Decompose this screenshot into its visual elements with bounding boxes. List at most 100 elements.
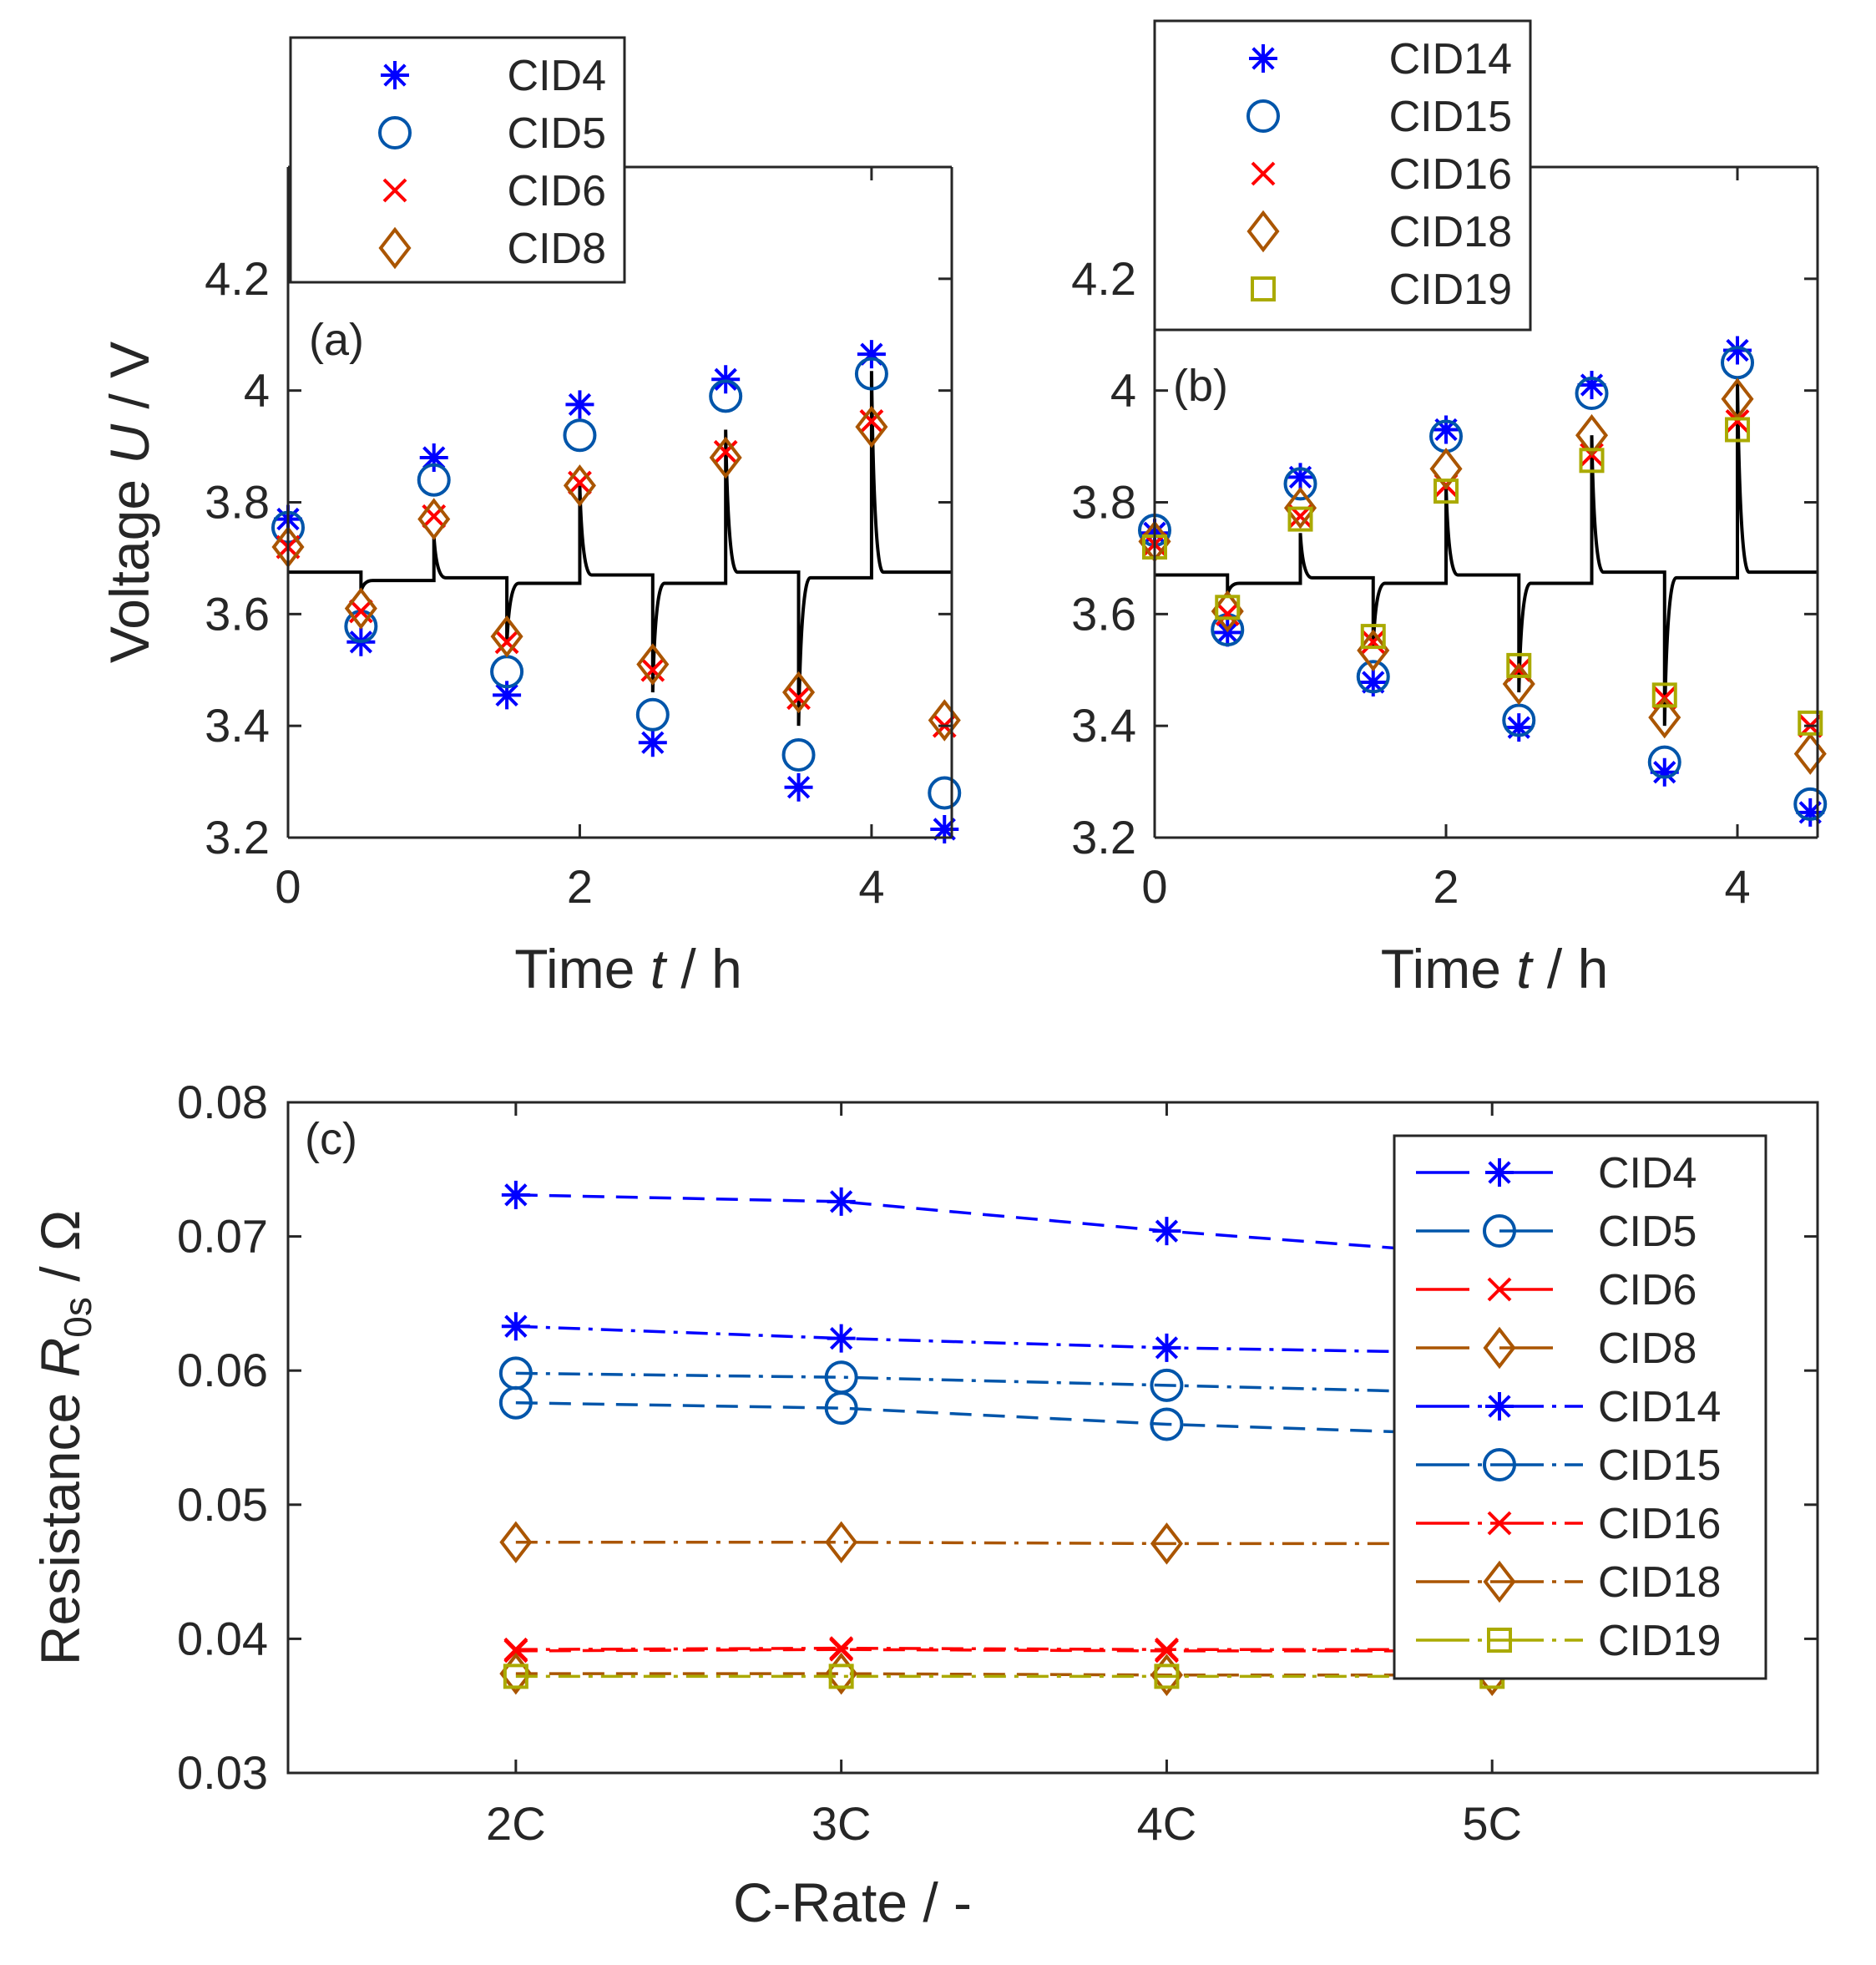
panel-b-legend-label-CID19: CID19 (1389, 266, 1512, 314)
panel-a-ytick-label-2: 3.6 (205, 587, 270, 640)
panel-b-marker-CID14-5 (1504, 713, 1534, 742)
panel-b-marker-CID15-7 (1647, 745, 1681, 779)
panel-c-legend-label-CID15: CID15 (1598, 1441, 1721, 1490)
panel-c-xtick-label-0: 2C (486, 1797, 546, 1850)
panel-b-marker-CID18-6 (1575, 413, 1609, 457)
panel-c-marker-CID4-0 (501, 1180, 530, 1209)
panel-a-marker-CID5-8 (854, 357, 888, 391)
panel-c-ytick-label-2: 0.05 (177, 1478, 268, 1531)
panel-b-ytick-label-2: 3.6 (1071, 587, 1136, 640)
panel-c-legend-label-CID18: CID18 (1598, 1558, 1721, 1607)
panel-a-marker-CID4-6 (711, 365, 741, 394)
panel-a-xtick-label-1: 2 (567, 860, 593, 913)
panel-a-legend-label-CID8: CID8 (508, 225, 606, 273)
panel-a-legend-marker-CID5 (378, 116, 412, 149)
panel-b-marker-CID18-2 (1283, 486, 1317, 529)
panel-a-marker-CID6-5 (640, 657, 665, 682)
panel-b-marker-CID14-1 (1213, 618, 1242, 647)
panel-a-ytick-label-1: 3.4 (205, 699, 270, 752)
panel-b-voltage-trace (1155, 379, 1818, 727)
panel-a-voltage-chart: 0 2 4 3.2 3.4 3.6 3.8 4 4.2 Time t / h Voltage U /… (99, 36, 962, 1000)
panel-c-legend-marker-CID18 (1483, 1560, 1516, 1603)
panel-a-marker-CID4-3 (493, 681, 522, 710)
panel-a-legend-marker-CID6 (382, 178, 407, 203)
panel-c-xtick-label-2: 4C (1137, 1797, 1197, 1850)
panel-a-voltage-trace (288, 371, 952, 727)
panel-a-legend-marker-CID8 (378, 226, 412, 270)
panel-b-legend: CID14 CID15 CID16 CID18 CID19 (1153, 19, 1532, 332)
panel-c-legend-label-CID14: CID14 (1598, 1383, 1721, 1431)
panel-b-legend-label-CID16: CID16 (1389, 150, 1512, 199)
panel-a-x-axis-label: Time t / h (514, 938, 742, 1000)
panel-b-marker-CID14-4 (1432, 415, 1461, 444)
panel-a-marker-CID8-5 (636, 643, 670, 686)
panel-b-legend-marker-CID18 (1246, 210, 1280, 253)
panel-b-marker-CID15-8 (1721, 346, 1755, 380)
panel-c-marker-CID16-1 (829, 1636, 854, 1661)
panel-a-ytick-label-4: 4 (244, 364, 270, 417)
panel-c-legend-label-CID6: CID6 (1598, 1266, 1696, 1314)
panel-c-legend-marker-CID16 (1487, 1511, 1512, 1536)
panel-c-line-CID4 (515, 1193, 1493, 1257)
panel-b-legend-marker-CID14 (1249, 44, 1277, 73)
panel-a-ytick-label-0: 3.2 (205, 811, 270, 863)
panel-c-line-CID5 (515, 1400, 1493, 1437)
panel-b-x-axis-label: Time t / h (1381, 938, 1609, 1000)
panel-a-xtick-label-0: 0 (275, 860, 301, 913)
panel-c-line-CID8 (515, 1672, 1493, 1677)
panel-c-marker-CID5-2 (1150, 1407, 1184, 1441)
panel-b-marker-CID19-1 (1215, 595, 1241, 620)
panel-b-ytick-label-4: 4 (1110, 364, 1136, 417)
panel-c-marker-CID4-1 (827, 1187, 856, 1216)
panel-b-xtick-label-1: 2 (1433, 860, 1459, 913)
panel-a-marker-CID5-9 (928, 776, 962, 810)
panel-c-marker-CID19-2 (1154, 1664, 1180, 1689)
panel-c-ytick-label-3: 0.06 (177, 1344, 268, 1396)
panel-c-x-axis-label: C-Rate / - (733, 1871, 972, 1933)
panel-c-ytick-label-1: 0.04 (177, 1612, 268, 1664)
panel-b-marker-CID14-7 (1650, 757, 1679, 787)
panel-a-marker-CID4-9 (930, 814, 959, 843)
panel-b-legend-box (1153, 19, 1532, 332)
panel-a-marker-CID5-4 (563, 418, 597, 453)
panel-c-marker-CID14-0 (501, 1312, 530, 1341)
panel-c-marker-CID16-0 (503, 1637, 528, 1662)
panel-a-marker-CID6-8 (859, 409, 884, 433)
panel-c-legend: CID4 CID5 CID6 CID8 CID14 CID15 CID16 CID18 CID1… (1393, 1134, 1767, 1680)
panel-c-marker-CID18-2 (1150, 1522, 1183, 1565)
panel-c-legend-label-CID16: CID16 (1598, 1500, 1721, 1548)
panel-a-legend-box (289, 36, 626, 284)
panel-c-legend-label-CID8: CID8 (1598, 1324, 1696, 1373)
panel-a-marker-CID8-6 (709, 436, 742, 479)
panel-c-panel-label: (c) (305, 1114, 357, 1164)
panel-b-ytick-label-3: 3.8 (1071, 476, 1136, 529)
panel-b-xtick-label-2: 4 (1724, 860, 1750, 913)
panel-c-line-CID14 (515, 1324, 1493, 1355)
panel-a-marker-CID4-2 (419, 443, 448, 472)
panel-a-marker-CID6-3 (494, 630, 519, 655)
panel-b-legend-label-CID18: CID18 (1389, 208, 1512, 256)
panel-c-marker-CID19-0 (503, 1664, 528, 1689)
panel-c-marker-CID16-2 (1155, 1637, 1179, 1662)
panel-c-marker-CID14-2 (1152, 1333, 1181, 1362)
panel-c-line-CID16 (515, 1646, 1493, 1651)
panel-b-marker-CID16-8 (1725, 409, 1750, 433)
panel-c-marker-CID18-0 (499, 1521, 533, 1564)
panel-a-marker-CID8-2 (417, 498, 451, 540)
panel-b-ytick-label-5: 4.2 (1071, 252, 1136, 305)
panel-c-legend-marker-CID15 (1483, 1448, 1516, 1481)
panel-c-xtick-label-1: 3C (812, 1797, 872, 1850)
panel-c-ytick-label-4: 0.07 (177, 1210, 268, 1263)
panel-b-marker-CID15-2 (1283, 467, 1317, 501)
panel-b-marker-CID14-8 (1723, 336, 1752, 365)
panel-a-marker-CID8-9 (928, 699, 961, 742)
panel-b-legend-marker-CID16 (1251, 161, 1276, 186)
panel-b-marker-CID18-4 (1429, 448, 1463, 490)
panel-c-marker-CID4-2 (1152, 1217, 1181, 1246)
panel-c-marker-CID15-0 (498, 1356, 533, 1390)
panel-b-legend-label-CID14: CID14 (1389, 35, 1512, 84)
panel-b-ytick-label-0: 3.2 (1071, 811, 1136, 863)
panel-a-ytick-label-3: 3.8 (205, 476, 270, 529)
